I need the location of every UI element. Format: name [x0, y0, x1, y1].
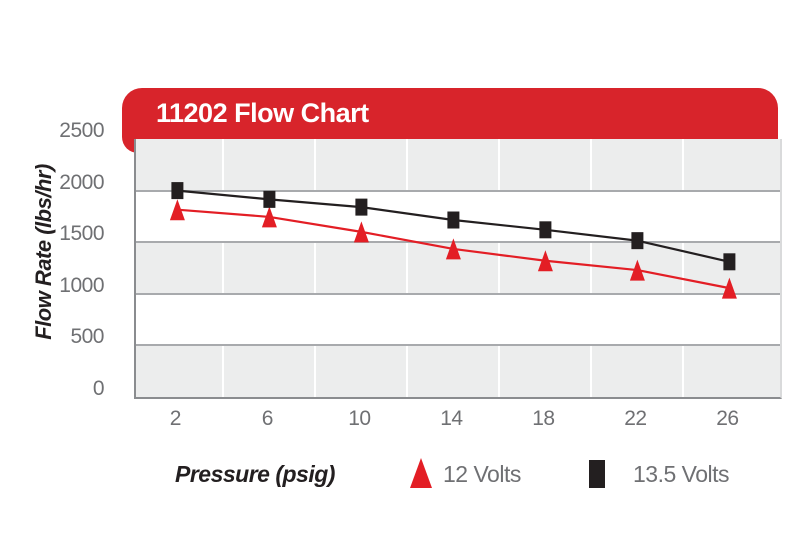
horizontal-gridline: [136, 241, 780, 244]
legend-triangle-icon: [410, 458, 432, 488]
x-tick-label: 14: [440, 407, 463, 430]
chart-title: 11202 Flow Chart: [156, 98, 369, 128]
horizontal-gridline: [136, 189, 780, 192]
data-point-marker-square: [355, 198, 368, 216]
plot-band: [136, 293, 780, 346]
data-point-marker-triangle: [261, 206, 277, 228]
vertical-gridline: [314, 139, 317, 397]
data-point-marker-square: [723, 253, 736, 271]
vertical-gridline: [498, 139, 501, 397]
y-tick-label: 1000: [59, 273, 104, 297]
vertical-gridline: [406, 139, 409, 397]
plot-band: [136, 139, 780, 191]
data-point-marker-square: [263, 190, 276, 208]
data-point-marker-triangle: [353, 221, 369, 243]
x-tick-label: 10: [348, 407, 371, 430]
y-tick-label: 1500: [59, 222, 104, 246]
x-axis-title: Pressure (psig): [175, 461, 335, 487]
legend-label-12-volts: 12 Volts: [443, 461, 521, 487]
data-point-marker-triangle: [537, 250, 553, 272]
x-tick-label: 26: [716, 407, 739, 430]
data-point-marker-triangle: [629, 259, 645, 281]
legend-label-13-5-volts: 13.5 Volts: [633, 461, 730, 487]
plot-band: [136, 345, 780, 397]
x-tick-label: 22: [624, 407, 647, 430]
vertical-gridline: [590, 139, 593, 397]
y-tick-label: 2000: [59, 170, 104, 194]
x-tick-label: 6: [261, 407, 274, 430]
y-axis-title: Flow Rate (lbs/hr): [31, 164, 56, 340]
plot-area: [134, 139, 782, 399]
vertical-gridline: [682, 139, 685, 397]
y-tick-label: 500: [70, 325, 104, 349]
data-point-marker-triangle: [445, 238, 461, 260]
data-point-marker-triangle: [169, 199, 185, 221]
horizontal-gridline: [136, 344, 780, 347]
data-point-marker-square: [539, 221, 552, 239]
x-tick-label: 2: [169, 407, 182, 430]
x-tick-label: 18: [532, 407, 555, 430]
y-tick-label: 2500: [59, 119, 104, 142]
legend-square-icon: [589, 460, 605, 488]
data-point-marker-square: [631, 232, 644, 250]
vertical-gridline: [222, 139, 225, 397]
data-point-marker-triangle: [721, 277, 737, 299]
horizontal-gridline: [136, 292, 780, 295]
data-point-marker-square: [447, 211, 460, 229]
series-layer: [169, 182, 737, 299]
y-tick-label: 0: [92, 377, 105, 400]
data-point-marker-square: [171, 182, 184, 200]
plot-band: [136, 242, 780, 294]
